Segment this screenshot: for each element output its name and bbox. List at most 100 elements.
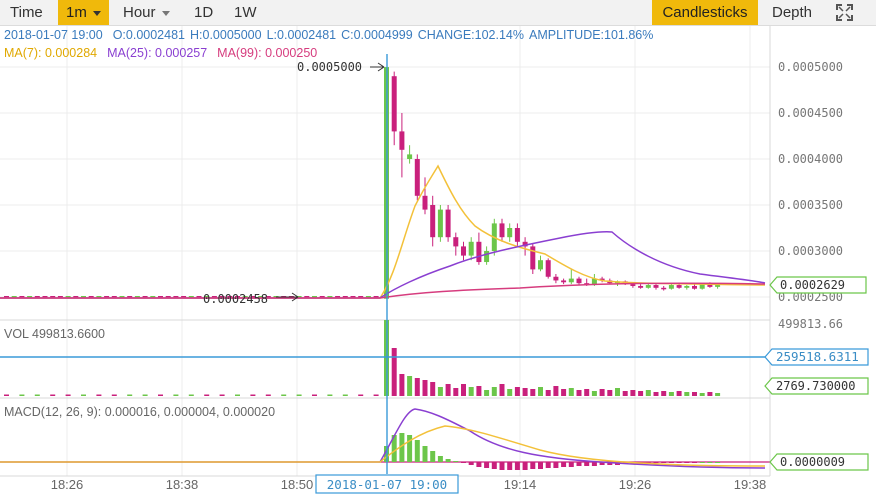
interval-1w-button[interactable]: 1W (234, 4, 257, 21)
time-tick-label: 18:26 (51, 477, 84, 492)
candle (150, 296, 156, 298)
volume-bar (235, 394, 240, 396)
candle (684, 285, 690, 288)
candle (391, 76, 397, 132)
chevron-down-icon (92, 10, 101, 16)
volume-bar (111, 394, 117, 396)
macd-bar (461, 462, 466, 463)
ma99-line (0, 282, 766, 299)
volume-bars (4, 320, 721, 396)
volume-bar (142, 394, 148, 396)
candle (142, 296, 148, 298)
time-tick-label: 19:26 (619, 477, 652, 492)
volume-bar (312, 394, 317, 396)
crosshair-time-tag: 2018-01-07 19:00 (315, 474, 459, 494)
candle (430, 205, 436, 238)
macd-bar (599, 462, 605, 465)
svg-text:0.0000009: 0.0000009 (780, 455, 845, 469)
candle (111, 296, 117, 298)
candle (553, 276, 559, 281)
interval-hour-dropdown[interactable]: Hour (123, 0, 170, 25)
candle (319, 296, 325, 298)
volume-bar (638, 391, 644, 396)
candlesticks-tab[interactable]: Candlesticks (652, 0, 758, 25)
volume-bar (630, 390, 636, 396)
candle (530, 246, 536, 270)
time-tick-label: 19:14 (504, 477, 537, 492)
volume-bar (127, 394, 133, 396)
candle (27, 296, 33, 298)
candle (327, 296, 333, 298)
ma7-line (0, 164, 766, 299)
volume-bar (65, 394, 71, 396)
volume-bar (653, 392, 659, 396)
volume-bar (661, 391, 667, 396)
macd-bar (476, 462, 482, 467)
volume-bar (453, 388, 459, 396)
macd-bar (538, 462, 543, 469)
candle (57, 296, 63, 298)
macd-label: MACD(12, 26, 9): 0.000016, 0.000004, 0.0… (4, 405, 275, 419)
candle (692, 285, 697, 289)
candle (630, 284, 636, 286)
volume-bar (584, 389, 590, 396)
interval-1m-dropdown[interactable]: 1m (58, 0, 109, 25)
volume-bar (684, 392, 690, 396)
candle (407, 154, 413, 159)
macd-bar (468, 462, 474, 465)
volume-bar (576, 390, 582, 396)
volume-label: VOL 499813.6600 (4, 327, 105, 341)
macd-bar (607, 462, 613, 465)
volume-bar (545, 390, 551, 396)
candle (522, 241, 528, 247)
candle (476, 241, 482, 263)
candle (437, 209, 443, 238)
candle (11, 296, 17, 298)
svg-text:2769.730000: 2769.730000 (776, 379, 855, 393)
volume-bar (507, 389, 513, 396)
candle (365, 296, 371, 298)
macd-bar (584, 462, 590, 466)
volume-bar (281, 394, 287, 396)
crosshair-value-tag: 259518.6311 (764, 348, 869, 366)
svg-text:259518.6311: 259518.6311 (776, 349, 859, 364)
macd-current-tag: 0.0000009 (769, 453, 869, 471)
candle (265, 296, 271, 298)
volume-bar (668, 392, 674, 396)
price-tick-label: 0.0004000 (778, 152, 843, 166)
candle (258, 296, 264, 298)
volume-bar (342, 394, 348, 396)
macd-bar (653, 462, 659, 463)
candle (399, 131, 405, 150)
volume-bar (373, 394, 379, 396)
price-tick-label: 0.0003000 (778, 244, 843, 258)
macd-bar (445, 459, 451, 462)
low-marker-label: 0.0002458 (203, 292, 268, 306)
depth-tab[interactable]: Depth (772, 4, 813, 21)
macd-signal-line (0, 425, 766, 467)
volume-bar (553, 386, 559, 396)
candle (158, 296, 163, 298)
volume-bar (158, 394, 163, 396)
volume-bar (19, 394, 25, 396)
fullscreen-button[interactable] (836, 4, 853, 21)
macd-bar (453, 461, 459, 462)
candle (373, 296, 379, 298)
volume-bar (699, 393, 705, 396)
interval-1d-button[interactable]: 1D (194, 4, 214, 21)
volume-bar (430, 382, 436, 396)
last-price-tag: 0.0002629 (769, 276, 867, 294)
macd-bar (399, 433, 405, 462)
time-tick-label: 18:50 (281, 477, 314, 492)
candle (576, 278, 582, 284)
candle (104, 296, 110, 298)
candle (19, 296, 25, 298)
macd-bar (514, 462, 520, 470)
candle (50, 296, 56, 298)
macd-bar (576, 462, 582, 466)
candle (211, 296, 217, 298)
macd-bar (430, 451, 436, 462)
candle (127, 296, 133, 298)
chart-canvas[interactable]: 2018-01-07 19:00 O:0.0002481 H:0.0005000 L:… (0, 26, 876, 497)
macd-bar (491, 462, 497, 469)
